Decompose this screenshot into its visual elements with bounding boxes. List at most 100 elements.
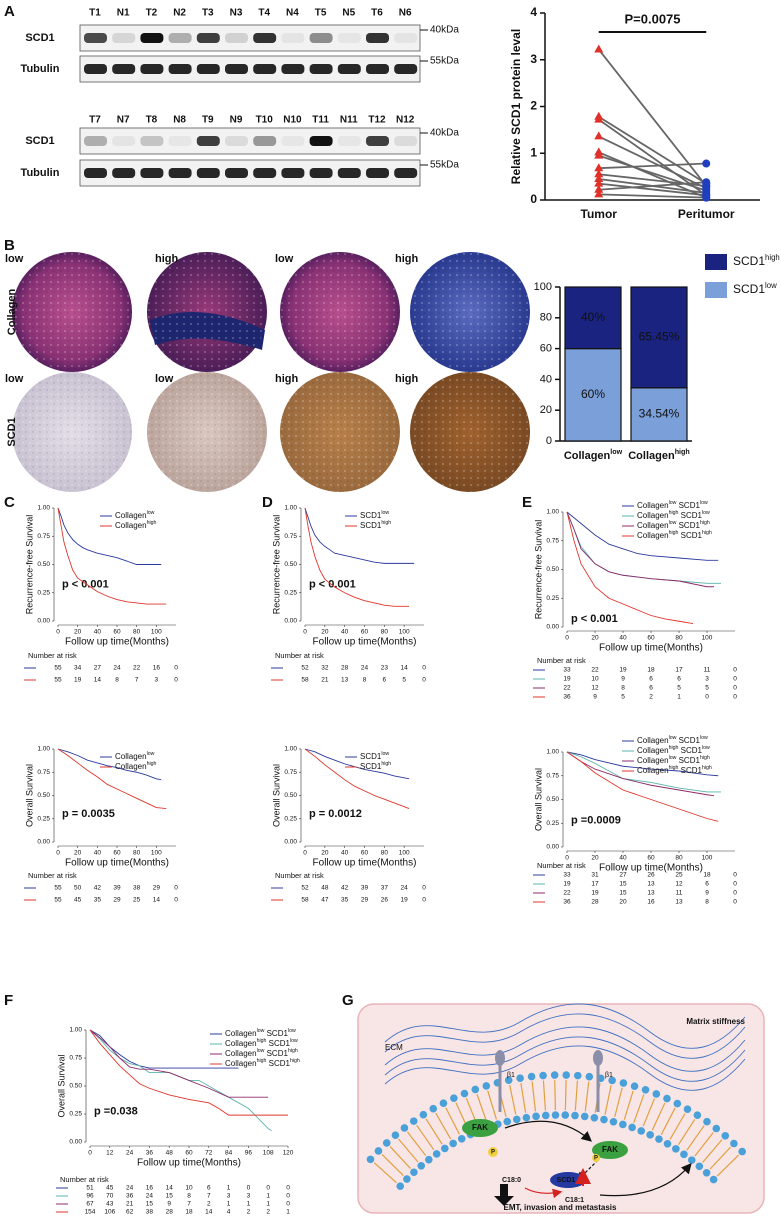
risk-count: 24 (113, 665, 121, 672)
blot-strip (79, 127, 421, 155)
lipid-head (440, 1144, 449, 1153)
p-value: p = 0.0035 (62, 808, 115, 820)
risk-count: 35 (341, 897, 349, 904)
p-value: p < 0.001 (62, 579, 109, 591)
text-part: SCD1 (676, 501, 700, 510)
legend-label: Collagenlow (115, 510, 155, 520)
risk-count: 0 (733, 694, 737, 701)
lane-label: T4 (258, 8, 270, 19)
y-axis-label: Overall Survival (24, 764, 34, 827)
lipid-head (738, 1147, 746, 1156)
y-tick-label: 0 (546, 435, 552, 447)
lipid-head (709, 1175, 718, 1184)
risk-count: 106 (104, 1209, 115, 1216)
superscript: high (381, 520, 391, 526)
blot-band (253, 168, 277, 178)
y-tick-label: 0.75 (37, 769, 50, 776)
lipid-head (590, 1113, 599, 1122)
lane-label: N3 (230, 8, 243, 19)
y-tick-label: 0.00 (37, 839, 50, 846)
lipid-head (619, 1120, 627, 1129)
lipid-head (663, 1094, 671, 1103)
text-part: SCD1 (676, 756, 700, 765)
risk-count: 1 (227, 1201, 231, 1208)
superscript: high (257, 1038, 267, 1044)
text-part: Collagen (225, 1059, 257, 1068)
y-tick-label: 0.00 (546, 844, 559, 851)
band-label: Tubulin (21, 63, 60, 75)
ecm-fiber (384, 1026, 746, 1072)
text-part: Collagen (225, 1049, 257, 1058)
legend-label: Collagenhigh SCD1high (225, 1058, 300, 1068)
y-tick-label: 0.75 (69, 1055, 82, 1062)
lipid-head (382, 1139, 391, 1147)
lipid-head (687, 1156, 696, 1164)
arrow (599, 1163, 692, 1197)
y-tick-label: 1 (530, 145, 537, 159)
y-axis-label: Recurrence-free Survival (24, 515, 34, 615)
risk-count: 0 (733, 881, 737, 888)
y-tick-label: 60 (540, 343, 552, 355)
blot-band (112, 136, 136, 146)
x-tick-label: 20 (321, 850, 329, 857)
x-tick-label: 84 (225, 1150, 233, 1157)
x-tick-label: 12 (106, 1150, 114, 1157)
bar-segment (564, 348, 622, 442)
risk-count: 18 (703, 872, 711, 879)
lipid-tail (633, 1094, 645, 1123)
x-tick-label: 0 (303, 850, 307, 857)
blot-band (394, 64, 418, 74)
x-tick-label: 72 (205, 1150, 213, 1157)
blot-band (168, 168, 192, 178)
blot-band (337, 64, 361, 74)
risk-title: Number at risk (60, 1175, 109, 1184)
y-tick-label: 3 (530, 52, 537, 66)
lipid-head (628, 1123, 636, 1132)
superscript: low (257, 1048, 265, 1054)
survival-curve (566, 751, 721, 793)
lane-label: T1 (89, 8, 101, 19)
x-tick-label: 48 (166, 1150, 174, 1157)
text-part: SCD1 (733, 254, 765, 268)
text-part: Collagen (637, 756, 669, 765)
text-part: SCD1 (678, 531, 702, 540)
lipid-head (646, 1131, 654, 1139)
risk-count: 5 (677, 685, 681, 692)
risk-count: 45 (106, 1185, 114, 1192)
diagram-text: SCD1 (557, 1177, 576, 1184)
survival-curve (304, 748, 410, 809)
lipid-head (417, 1161, 426, 1170)
x-tick-label: 40 (619, 855, 627, 862)
risk-count: 25 (675, 872, 683, 879)
risk-count: 16 (647, 899, 655, 906)
lipid-head (619, 1079, 628, 1087)
lipid-head (608, 1076, 616, 1085)
text-part: SCD1 (264, 1049, 288, 1058)
risk-count: 13 (341, 677, 349, 684)
y-tick-label: 20 (540, 404, 552, 416)
peritumor-point (702, 159, 711, 168)
lipid-tail (389, 1146, 411, 1169)
lipid-tail (406, 1131, 427, 1157)
superscript: low (669, 755, 677, 761)
lipid-head (721, 1132, 730, 1140)
text-part: Collagen (115, 511, 147, 520)
superscript: low (257, 1028, 265, 1034)
legend-label: SCD1low (733, 281, 777, 297)
x-tick-label: 60 (185, 1150, 193, 1157)
risk-count: 14 (94, 677, 102, 684)
superscript: high (669, 765, 679, 771)
text-part: SCD1 (733, 282, 765, 296)
risk-count: 52 (301, 885, 309, 892)
lipid-head (374, 1147, 383, 1155)
legend-label: SCD1high (733, 253, 780, 269)
risk-count: 55 (54, 677, 62, 684)
superscript: high (147, 520, 157, 526)
x-tick-label: 40 (94, 629, 102, 636)
x-tick-label: 100 (399, 850, 410, 857)
risk-count: 0 (286, 1193, 290, 1200)
x-tick-label: 20 (321, 629, 329, 636)
lipid-tail (614, 1087, 623, 1118)
y-tick-label: 0.25 (546, 595, 559, 602)
risk-count: 19 (563, 881, 571, 888)
